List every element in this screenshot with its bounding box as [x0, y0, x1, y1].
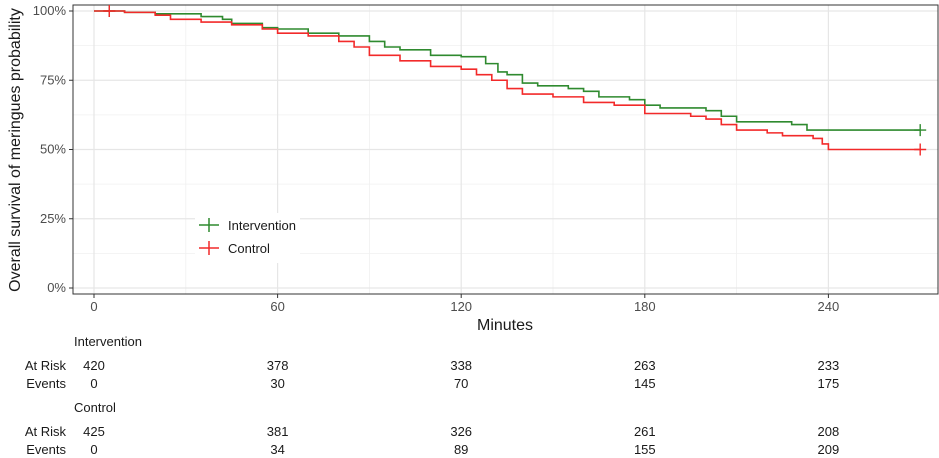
censor-mark	[103, 5, 116, 17]
legend-key-control	[199, 241, 219, 255]
legend-background	[195, 213, 300, 263]
x-tick-label: 60	[270, 299, 284, 314]
events-value: 145	[634, 376, 656, 391]
risk-row-label: At Risk	[25, 358, 67, 373]
survival-line-intervention	[94, 10, 921, 131]
y-tick-label: 50%	[40, 142, 66, 157]
events-value: 30	[270, 376, 284, 391]
risk-row-label: At Risk	[25, 424, 67, 439]
legend-key-intervention	[199, 218, 219, 232]
events-value: 175	[818, 376, 840, 391]
y-tick-label: 100%	[33, 3, 67, 18]
risk-table: Intervention At Risk 420 378 338 263 233 Events…	[25, 334, 839, 457]
risk-row-label: Events	[26, 442, 66, 457]
x-axis-label: Minutes	[477, 317, 533, 334]
events-value: 0	[90, 442, 97, 457]
censor-mark	[914, 143, 927, 156]
censor-mark	[914, 124, 927, 137]
at-risk-value: 425	[83, 424, 105, 439]
y-tick-label: 0%	[47, 280, 66, 295]
at-risk-value: 233	[818, 358, 840, 373]
x-tick-label: 0	[90, 299, 97, 314]
events-value: 155	[634, 442, 656, 457]
risk-group-title: Control	[74, 400, 116, 415]
at-risk-value: 378	[267, 358, 289, 373]
legend: Intervention Control	[195, 213, 300, 263]
events-value: 0	[90, 376, 97, 391]
survival-curves	[94, 5, 927, 156]
at-risk-value: 338	[450, 358, 472, 373]
at-risk-value: 420	[83, 358, 105, 373]
events-value: 34	[270, 442, 284, 457]
events-value: 89	[454, 442, 468, 457]
y-tick-label: 25%	[40, 211, 66, 226]
x-tick-label: 180	[634, 299, 656, 314]
axes: 0 60 120 180 240 0% 25% 50% 75% 100%	[33, 3, 840, 314]
survival-line-control	[94, 10, 921, 151]
at-risk-value: 381	[267, 424, 289, 439]
at-risk-value: 326	[450, 424, 472, 439]
y-axis-label: Overall survival of meringues probabilit…	[7, 8, 24, 292]
at-risk-value: 208	[818, 424, 840, 439]
at-risk-value: 263	[634, 358, 656, 373]
risk-group-title: Intervention	[74, 334, 142, 349]
events-value: 209	[818, 442, 840, 457]
y-tick-label: 75%	[40, 72, 66, 87]
at-risk-value: 261	[634, 424, 656, 439]
x-tick-label: 120	[450, 299, 472, 314]
legend-label: Intervention	[228, 218, 296, 233]
x-tick-label: 240	[818, 299, 840, 314]
risk-row-label: Events	[26, 376, 66, 391]
events-value: 70	[454, 376, 468, 391]
legend-label: Control	[228, 241, 270, 256]
